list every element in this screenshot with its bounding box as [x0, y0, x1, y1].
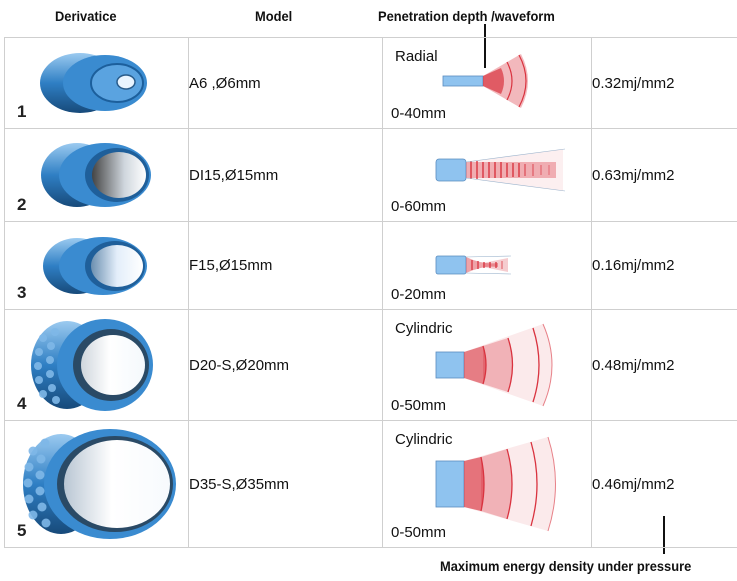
- handpiece-cell: 4: [4, 309, 189, 421]
- model-cell: D35-S,Ø35mm: [188, 420, 383, 548]
- handpiece-1-image: [40, 53, 147, 113]
- focused-wave-icon: [435, 255, 512, 275]
- wave-type-label: Radial: [395, 48, 438, 65]
- handpiece-cell: 1: [4, 37, 189, 129]
- row-number: 3: [17, 283, 27, 302]
- energy-cell: 0.32mj/mm2: [591, 37, 737, 129]
- model-cell: DI15,Ø15mm: [188, 128, 383, 222]
- model-cell: F15,Ø15mm: [188, 221, 383, 310]
- energy-cell: 0.48mj/mm2: [591, 309, 737, 421]
- depth-label: 0-50mm: [391, 397, 447, 414]
- row-number: 2: [17, 195, 27, 214]
- table-row: 5 D35-S,Ø35mm Cylindric 0-50mm 0.46mj/mm…: [4, 420, 737, 548]
- radial-wave-icon: [442, 54, 528, 108]
- handpiece-5-image: [23, 429, 176, 539]
- handpiece-4-image: [31, 319, 153, 411]
- derivative-header: Derivatice: [55, 8, 117, 24]
- table-row: 2 DI15,Ø15mm 0-60mm 0.63mj/mm2: [4, 128, 737, 222]
- table-row: 1 A6 ,Ø6mm Radial 0-40mm 0.32mj/mm2: [4, 37, 737, 129]
- handpiece-3-image: [43, 237, 147, 295]
- handpiece-2-image: [41, 143, 151, 207]
- model-header: Model: [255, 8, 293, 24]
- row-number: 5: [17, 521, 27, 540]
- model-cell: D20-S,Ø20mm: [188, 309, 383, 421]
- wave-type-label: Cylindric: [395, 320, 453, 337]
- waveform-cell: 0-20mm: [382, 221, 592, 310]
- model-cell: A6 ,Ø6mm: [188, 37, 383, 129]
- energy-cell: 0.63mj/mm2: [591, 128, 737, 222]
- energy-cell: 0.46mj/mm2: [591, 420, 737, 548]
- cylindric-wave-icon: [435, 436, 556, 532]
- energy-cell: 0.16mj/mm2: [591, 221, 737, 310]
- waveform-cell: Cylindric 0-50mm: [382, 420, 592, 548]
- waveform-cell: Radial 0-40mm: [382, 37, 592, 129]
- table-row: 4 D20-S,Ø20mm Cylindric 0-50mm 0.48mj/mm…: [4, 309, 737, 421]
- derivative-table: 1 A6 ,Ø6mm Radial 0-40mm 0.32mj/mm2: [4, 37, 737, 548]
- long-focused-wave-icon: [435, 148, 566, 192]
- depth-label: 0-50mm: [391, 524, 447, 541]
- depth-label: 0-60mm: [391, 198, 447, 215]
- table-row: 3 F15,Ø15mm 0-20mm 0.16mj/mm2: [4, 221, 737, 310]
- energy-density-footnote: Maximum energy density under pressure: [440, 558, 692, 574]
- cylindric-wave-icon: [435, 323, 553, 407]
- row-number: 1: [17, 102, 27, 121]
- row-number: 4: [17, 394, 27, 413]
- waveform-cell: Cylindric 0-50mm: [382, 309, 592, 421]
- waveform-cell: 0-60mm: [382, 128, 592, 222]
- handpiece-cell: 2: [4, 128, 189, 222]
- wave-type-label: Cylindric: [395, 431, 453, 448]
- depth-label: 0-20mm: [391, 286, 447, 303]
- penetration-header: Penetration depth /waveform: [378, 8, 555, 24]
- handpiece-cell: 3: [4, 221, 189, 310]
- depth-label: 0-40mm: [391, 105, 447, 122]
- handpiece-cell: 5: [4, 420, 189, 548]
